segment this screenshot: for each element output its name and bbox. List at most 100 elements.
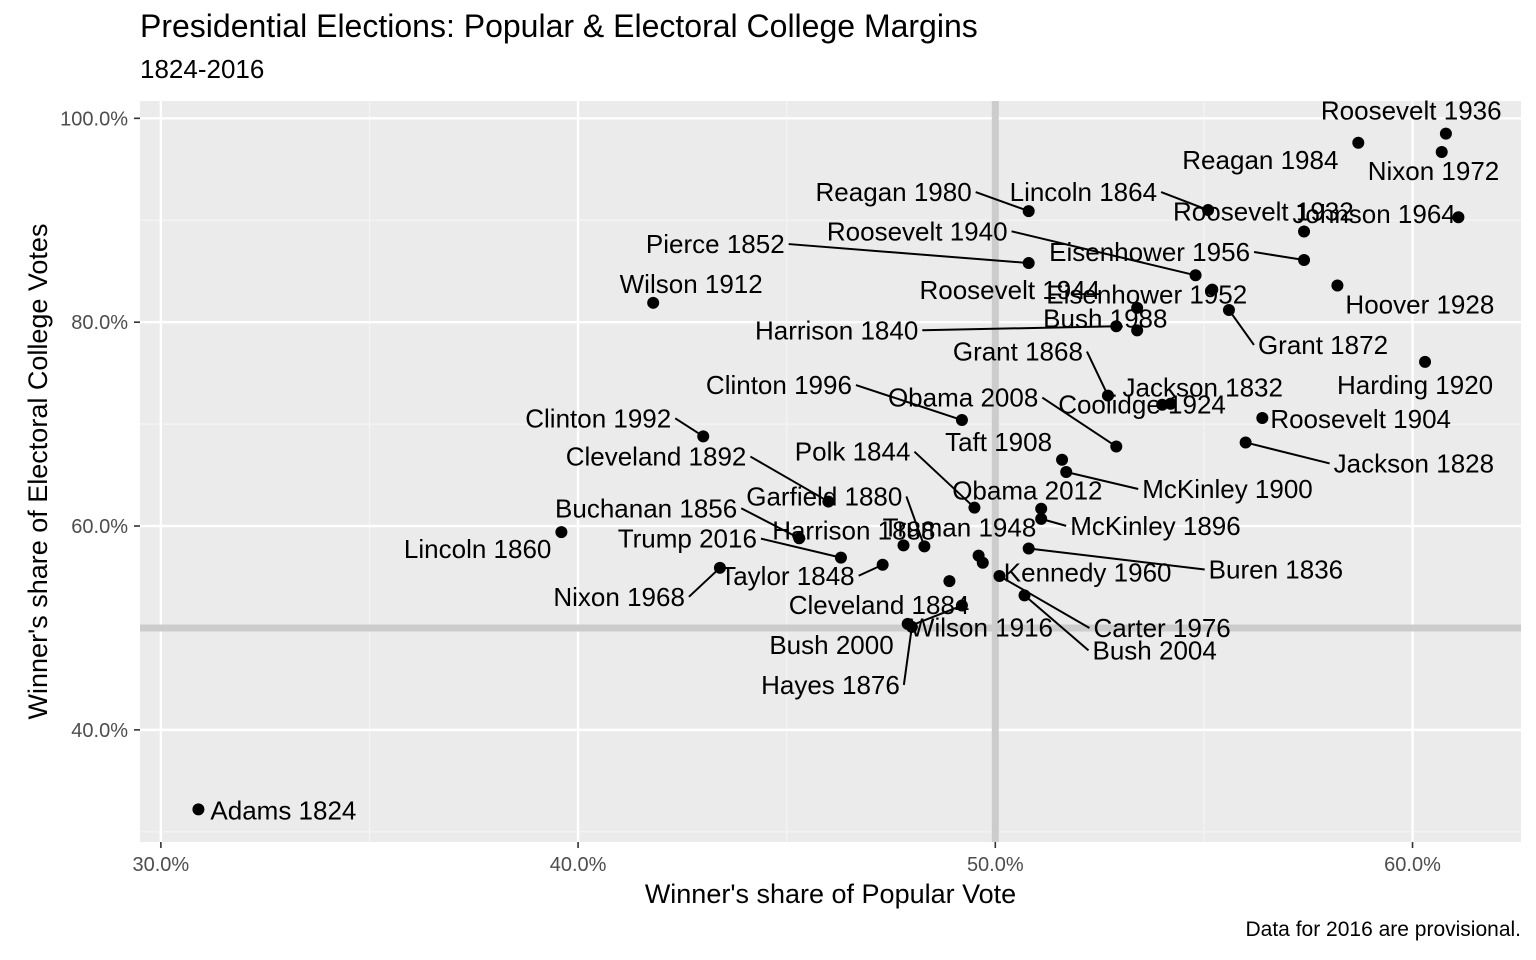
label-leader-lines: [674, 191, 1330, 686]
data-point: [897, 539, 910, 552]
point-label: Cleveland 1892: [566, 442, 747, 472]
point-label: Kennedy 1960: [1004, 558, 1172, 588]
point-label: Adams 1824: [210, 795, 356, 825]
data-point: [1101, 389, 1114, 402]
reference-lines: [140, 101, 1521, 842]
point-label: Wilson 1916: [910, 613, 1053, 643]
data-point: [1022, 542, 1035, 555]
point-label: Nixon 1972: [1368, 156, 1500, 186]
data-point: [1452, 211, 1465, 224]
data-point: [968, 501, 981, 514]
data-point: [955, 414, 968, 427]
data-point: [1189, 269, 1202, 282]
point-label: Taft 1908: [945, 427, 1052, 457]
leader-line: [1086, 351, 1109, 396]
y-tick-label: 100.0%: [60, 108, 128, 130]
point-label: McKinley 1896: [1070, 511, 1241, 541]
point-label: Buchanan 1856: [555, 493, 737, 523]
leader-line: [1065, 471, 1139, 490]
data-point: [876, 558, 889, 571]
data-point: [1206, 283, 1219, 296]
point-label: Roosevelt 1944: [919, 275, 1100, 305]
point-label: Obama 2008: [888, 383, 1038, 413]
data-point: [1022, 205, 1035, 218]
data-point: [1298, 225, 1311, 238]
data-point: [1018, 589, 1031, 602]
point-label: Roosevelt 1940: [827, 216, 1008, 246]
chart-title: Presidential Elections: Popular & Electo…: [140, 8, 978, 44]
data-point: [993, 569, 1006, 582]
data-point-labels: Adams 1824 Jackson 1828 Jackson 1832 Buren …: [210, 96, 1501, 826]
point-label: Clinton 1996: [706, 370, 852, 400]
data-point: [1298, 254, 1311, 267]
leader-line: [760, 537, 842, 559]
leader-line: [1041, 396, 1117, 448]
data-point: [1439, 127, 1452, 140]
point-label: Obama 2012: [952, 476, 1102, 506]
y-tick-label: 40.0%: [71, 720, 128, 742]
data-point: [918, 540, 931, 553]
point-label: Roosevelt 1904: [1270, 404, 1451, 434]
data-point: [1110, 440, 1123, 453]
data-point: [1239, 436, 1252, 449]
point-label: Roosevelt 1932: [1173, 196, 1354, 226]
point-label: Harrison 1840: [755, 315, 918, 345]
point-label: Carter 1976: [1093, 613, 1230, 643]
leader-line: [1228, 309, 1255, 346]
leader-line: [998, 575, 1090, 629]
data-point: [1156, 398, 1169, 411]
y-axis-title: Winner's share of Electoral College Vote…: [23, 224, 53, 720]
point-label: Grant 1872: [1258, 330, 1388, 360]
point-label: Bush 2000: [769, 630, 893, 660]
point-label: Hayes 1876: [761, 670, 900, 700]
leader-line: [902, 626, 913, 686]
point-label: Reagan 1980: [816, 177, 972, 207]
point-label: Hoover 1928: [1345, 289, 1494, 319]
point-label: Eisenhower 1956: [1049, 237, 1250, 267]
x-tick-label: 60.0%: [1384, 854, 1441, 876]
data-point: [1056, 453, 1069, 466]
data-point: [1202, 204, 1215, 217]
point-label: Eisenhower 1952: [1046, 280, 1247, 310]
point-label: Reagan 1984: [1182, 145, 1338, 175]
data-point: [713, 561, 726, 574]
chart-caption: Data for 2016 are provisional.: [1245, 918, 1522, 941]
point-label: Bush 2004: [1093, 635, 1217, 665]
point-label: Coolidge 1924: [1058, 390, 1226, 420]
data-point: [1022, 257, 1035, 270]
data-point: [192, 803, 205, 816]
chart-subtitle: 1824-2016: [140, 54, 265, 84]
data-point: [976, 556, 989, 569]
point-label: Harding 1920: [1337, 370, 1493, 400]
data-point: [555, 526, 568, 539]
data-point: [955, 599, 968, 612]
leader-line: [1023, 594, 1090, 652]
point-label: Pierce 1852: [646, 229, 785, 259]
data-point: [1256, 411, 1269, 424]
point-label: Grant 1868: [953, 337, 1083, 367]
data-point: [822, 495, 835, 508]
leader-line: [905, 496, 926, 547]
leader-line: [922, 325, 1117, 332]
point-label: McKinley 1900: [1142, 474, 1313, 504]
data-point: [1060, 466, 1073, 479]
data-point: [793, 532, 806, 545]
leader-line: [1245, 441, 1330, 465]
x-tick-label: 50.0%: [967, 854, 1024, 876]
plot-panel: [140, 101, 1521, 842]
data-point: [1131, 301, 1144, 314]
point-label: Garfield 1880: [746, 481, 902, 511]
point-label: Taylor 1848: [720, 561, 854, 591]
data-point: [1131, 324, 1144, 337]
x-tick-label: 30.0%: [133, 854, 190, 876]
point-label: Jackson 1832: [1123, 373, 1283, 403]
data-point: [943, 575, 956, 588]
point-label: Lincoln 1860: [404, 534, 551, 564]
leader-line: [740, 507, 800, 540]
data-point: [697, 430, 710, 443]
leader-line: [975, 191, 1030, 213]
point-label: Wilson 1912: [620, 269, 763, 299]
data-point: [1110, 320, 1123, 333]
point-label: Clinton 1992: [525, 403, 671, 433]
